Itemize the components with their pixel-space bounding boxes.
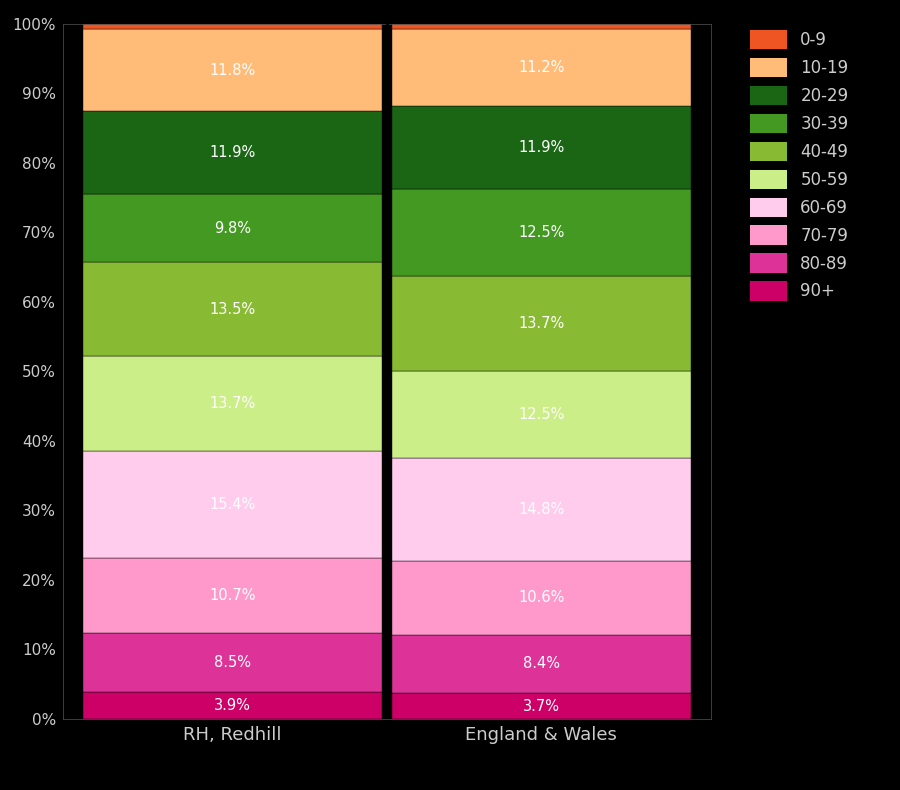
Bar (83, 194, 382, 262)
Text: 12.5%: 12.5% (518, 225, 564, 240)
Bar (83, 559, 382, 633)
Bar (83, 692, 382, 719)
Bar (392, 189, 691, 276)
Text: 10.6%: 10.6% (518, 590, 564, 605)
Bar (392, 107, 691, 189)
Text: 14.8%: 14.8% (518, 502, 564, 517)
Bar (392, 458, 691, 561)
Text: 15.4%: 15.4% (210, 497, 256, 512)
Text: 3.7%: 3.7% (523, 698, 560, 713)
Bar (83, 24, 382, 29)
Text: 13.7%: 13.7% (518, 316, 564, 331)
Bar (83, 633, 382, 692)
Text: 13.5%: 13.5% (210, 302, 256, 317)
Bar (392, 693, 691, 719)
Legend: 0-9, 10-19, 20-29, 30-39, 40-49, 50-59, 60-69, 70-79, 80-89, 90+: 0-9, 10-19, 20-29, 30-39, 40-49, 50-59, … (745, 25, 853, 306)
Text: 3.9%: 3.9% (214, 698, 251, 713)
Text: 11.8%: 11.8% (210, 62, 256, 77)
Bar (392, 635, 691, 693)
Bar (392, 24, 691, 28)
Bar (83, 111, 382, 194)
Text: 12.5%: 12.5% (518, 408, 564, 422)
Text: 8.4%: 8.4% (523, 656, 560, 672)
Text: 11.2%: 11.2% (518, 60, 564, 75)
Bar (392, 276, 691, 371)
Text: 9.8%: 9.8% (214, 220, 251, 235)
Bar (83, 262, 382, 356)
Bar (83, 29, 382, 111)
Text: 11.9%: 11.9% (210, 145, 256, 160)
Bar (83, 356, 382, 451)
Bar (392, 561, 691, 635)
Text: 10.7%: 10.7% (210, 588, 256, 603)
Bar (83, 451, 382, 559)
Bar (392, 28, 691, 107)
Text: 13.7%: 13.7% (210, 396, 256, 411)
Bar (392, 371, 691, 458)
Text: 11.9%: 11.9% (518, 141, 564, 156)
Text: 8.5%: 8.5% (214, 655, 251, 670)
